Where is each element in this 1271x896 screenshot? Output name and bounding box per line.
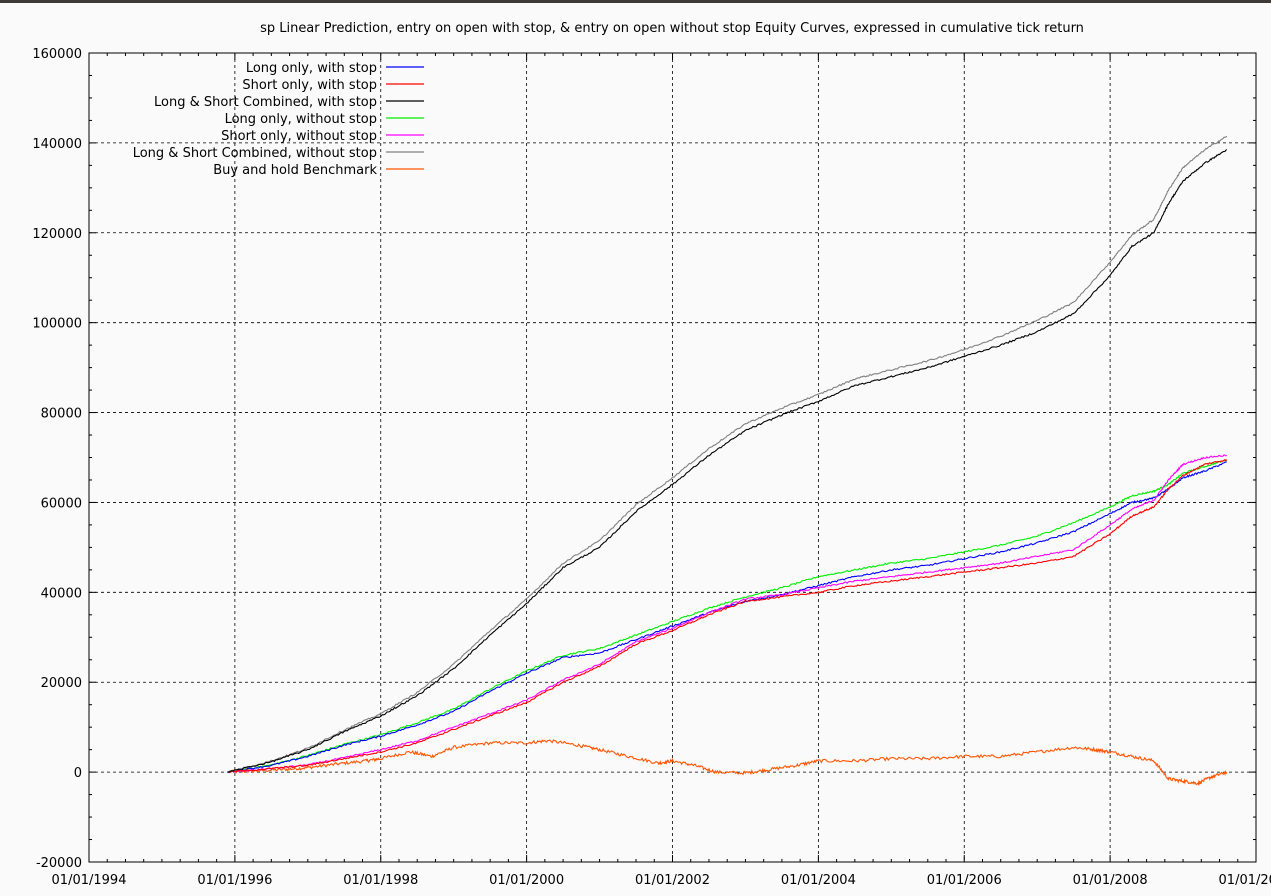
legend-entry-label: Buy and hold Benchmark	[213, 163, 377, 178]
x-tick-label: 01/01/2006	[927, 873, 1002, 888]
series-layer	[227, 135, 1228, 786]
legend: Long only, with stop Short only, with sto…	[133, 61, 424, 178]
ticks-layer: 160000 140000 120000 100000 80000 60000 40000 2…	[32, 47, 1271, 888]
x-tick-label: 01/01/1998	[343, 873, 418, 888]
x-tick-label: 01/01/2000	[489, 873, 564, 888]
legend-entry-label: Short only, without stop	[221, 129, 377, 144]
legend-entry-label: Long & Short Combined, without stop	[133, 146, 377, 161]
x-tick-label: 01/01/2002	[635, 873, 710, 888]
x-tick-label: 01/01/1994	[52, 873, 127, 888]
x-tick-label: 01/01/2004	[781, 873, 856, 888]
y-tick-label: 140000	[32, 137, 82, 152]
y-tick-label: 60000	[41, 496, 82, 511]
y-tick-label: 120000	[32, 227, 82, 242]
x-tick-label: 01/01/2008	[1073, 873, 1148, 888]
y-tick-label: 0	[74, 766, 82, 781]
y-tick-label: 160000	[32, 47, 82, 62]
series-line-0	[227, 461, 1227, 773]
legend-entry-label: Long & Short Combined, with stop	[154, 95, 377, 110]
legend-entry-label: Long only, with stop	[246, 61, 377, 76]
grid-layer	[89, 53, 1256, 862]
y-tick-label: 40000	[41, 586, 82, 601]
series-line-6	[227, 739, 1228, 786]
y-tick-label: 80000	[41, 407, 82, 422]
x-tick-label: 01/01/1996	[197, 873, 272, 888]
series-line-5	[227, 135, 1228, 773]
x-tick-label: 01/01/2010	[1219, 873, 1271, 888]
series-line-2	[227, 149, 1228, 773]
y-tick-label: 20000	[41, 676, 82, 691]
chart-title: sp Linear Prediction, entry on open with…	[260, 21, 1084, 36]
y-tick-label: 100000	[32, 317, 82, 332]
y-tick-label: -20000	[36, 856, 82, 871]
series-line-3	[227, 459, 1228, 773]
series-line-1	[227, 458, 1228, 773]
window-top-edge	[0, 0, 1271, 3]
legend-entry-label: Short only, with stop	[242, 78, 377, 93]
legend-entry-label: Long only, without stop	[225, 112, 377, 127]
series-line-4	[227, 454, 1228, 773]
